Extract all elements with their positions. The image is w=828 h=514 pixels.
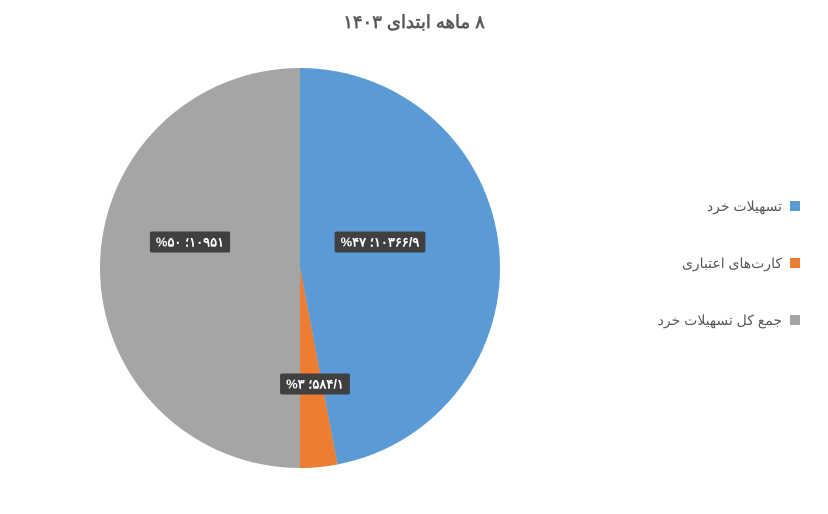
legend: تسهیلات خرد کارت‌های اعتباری جمع کل تسهیلا… bbox=[600, 198, 810, 329]
legend-swatch bbox=[790, 258, 800, 268]
pie-slice bbox=[300, 68, 500, 464]
legend-item: تسهیلات خرد bbox=[600, 198, 800, 215]
pie-slice bbox=[100, 68, 300, 468]
pie-svg: ۱۰۳۶۶/۹؛ ۴۷% ۵۸۴/۱؛ ۳% ۱۰۹۵۱؛ ۵۰% bbox=[20, 43, 580, 483]
chart-title: ۸ ماهه ابتدای ۱۴۰۳ bbox=[0, 0, 828, 33]
slice-label-text: ۵۸۴/۱؛ ۳% bbox=[286, 376, 344, 391]
slice-label-text: ۱۰۹۵۱؛ ۵۰% bbox=[156, 234, 224, 249]
pie-chart-container: ۸ ماهه ابتدای ۱۴۰۳ ۱۰۳۶۶/۹؛ ۴۷% ۵۸۴/۱؛ ۳%… bbox=[0, 0, 828, 514]
pie-area: ۱۰۳۶۶/۹؛ ۴۷% ۵۸۴/۱؛ ۳% ۱۰۹۵۱؛ ۵۰% bbox=[0, 43, 600, 483]
legend-item: جمع کل تسهیلات خرد bbox=[600, 312, 800, 329]
legend-label: کارت‌های اعتباری bbox=[682, 255, 782, 272]
legend-label: تسهیلات خرد bbox=[707, 198, 782, 215]
chart-body: ۱۰۳۶۶/۹؛ ۴۷% ۵۸۴/۱؛ ۳% ۱۰۹۵۱؛ ۵۰% تسهیلات … bbox=[0, 33, 828, 493]
legend-swatch bbox=[790, 201, 800, 211]
legend-swatch bbox=[790, 315, 800, 325]
legend-item: کارت‌های اعتباری bbox=[600, 255, 800, 272]
slice-label-text: ۱۰۳۶۶/۹؛ ۴۷% bbox=[341, 234, 420, 249]
legend-label: جمع کل تسهیلات خرد bbox=[658, 312, 782, 329]
